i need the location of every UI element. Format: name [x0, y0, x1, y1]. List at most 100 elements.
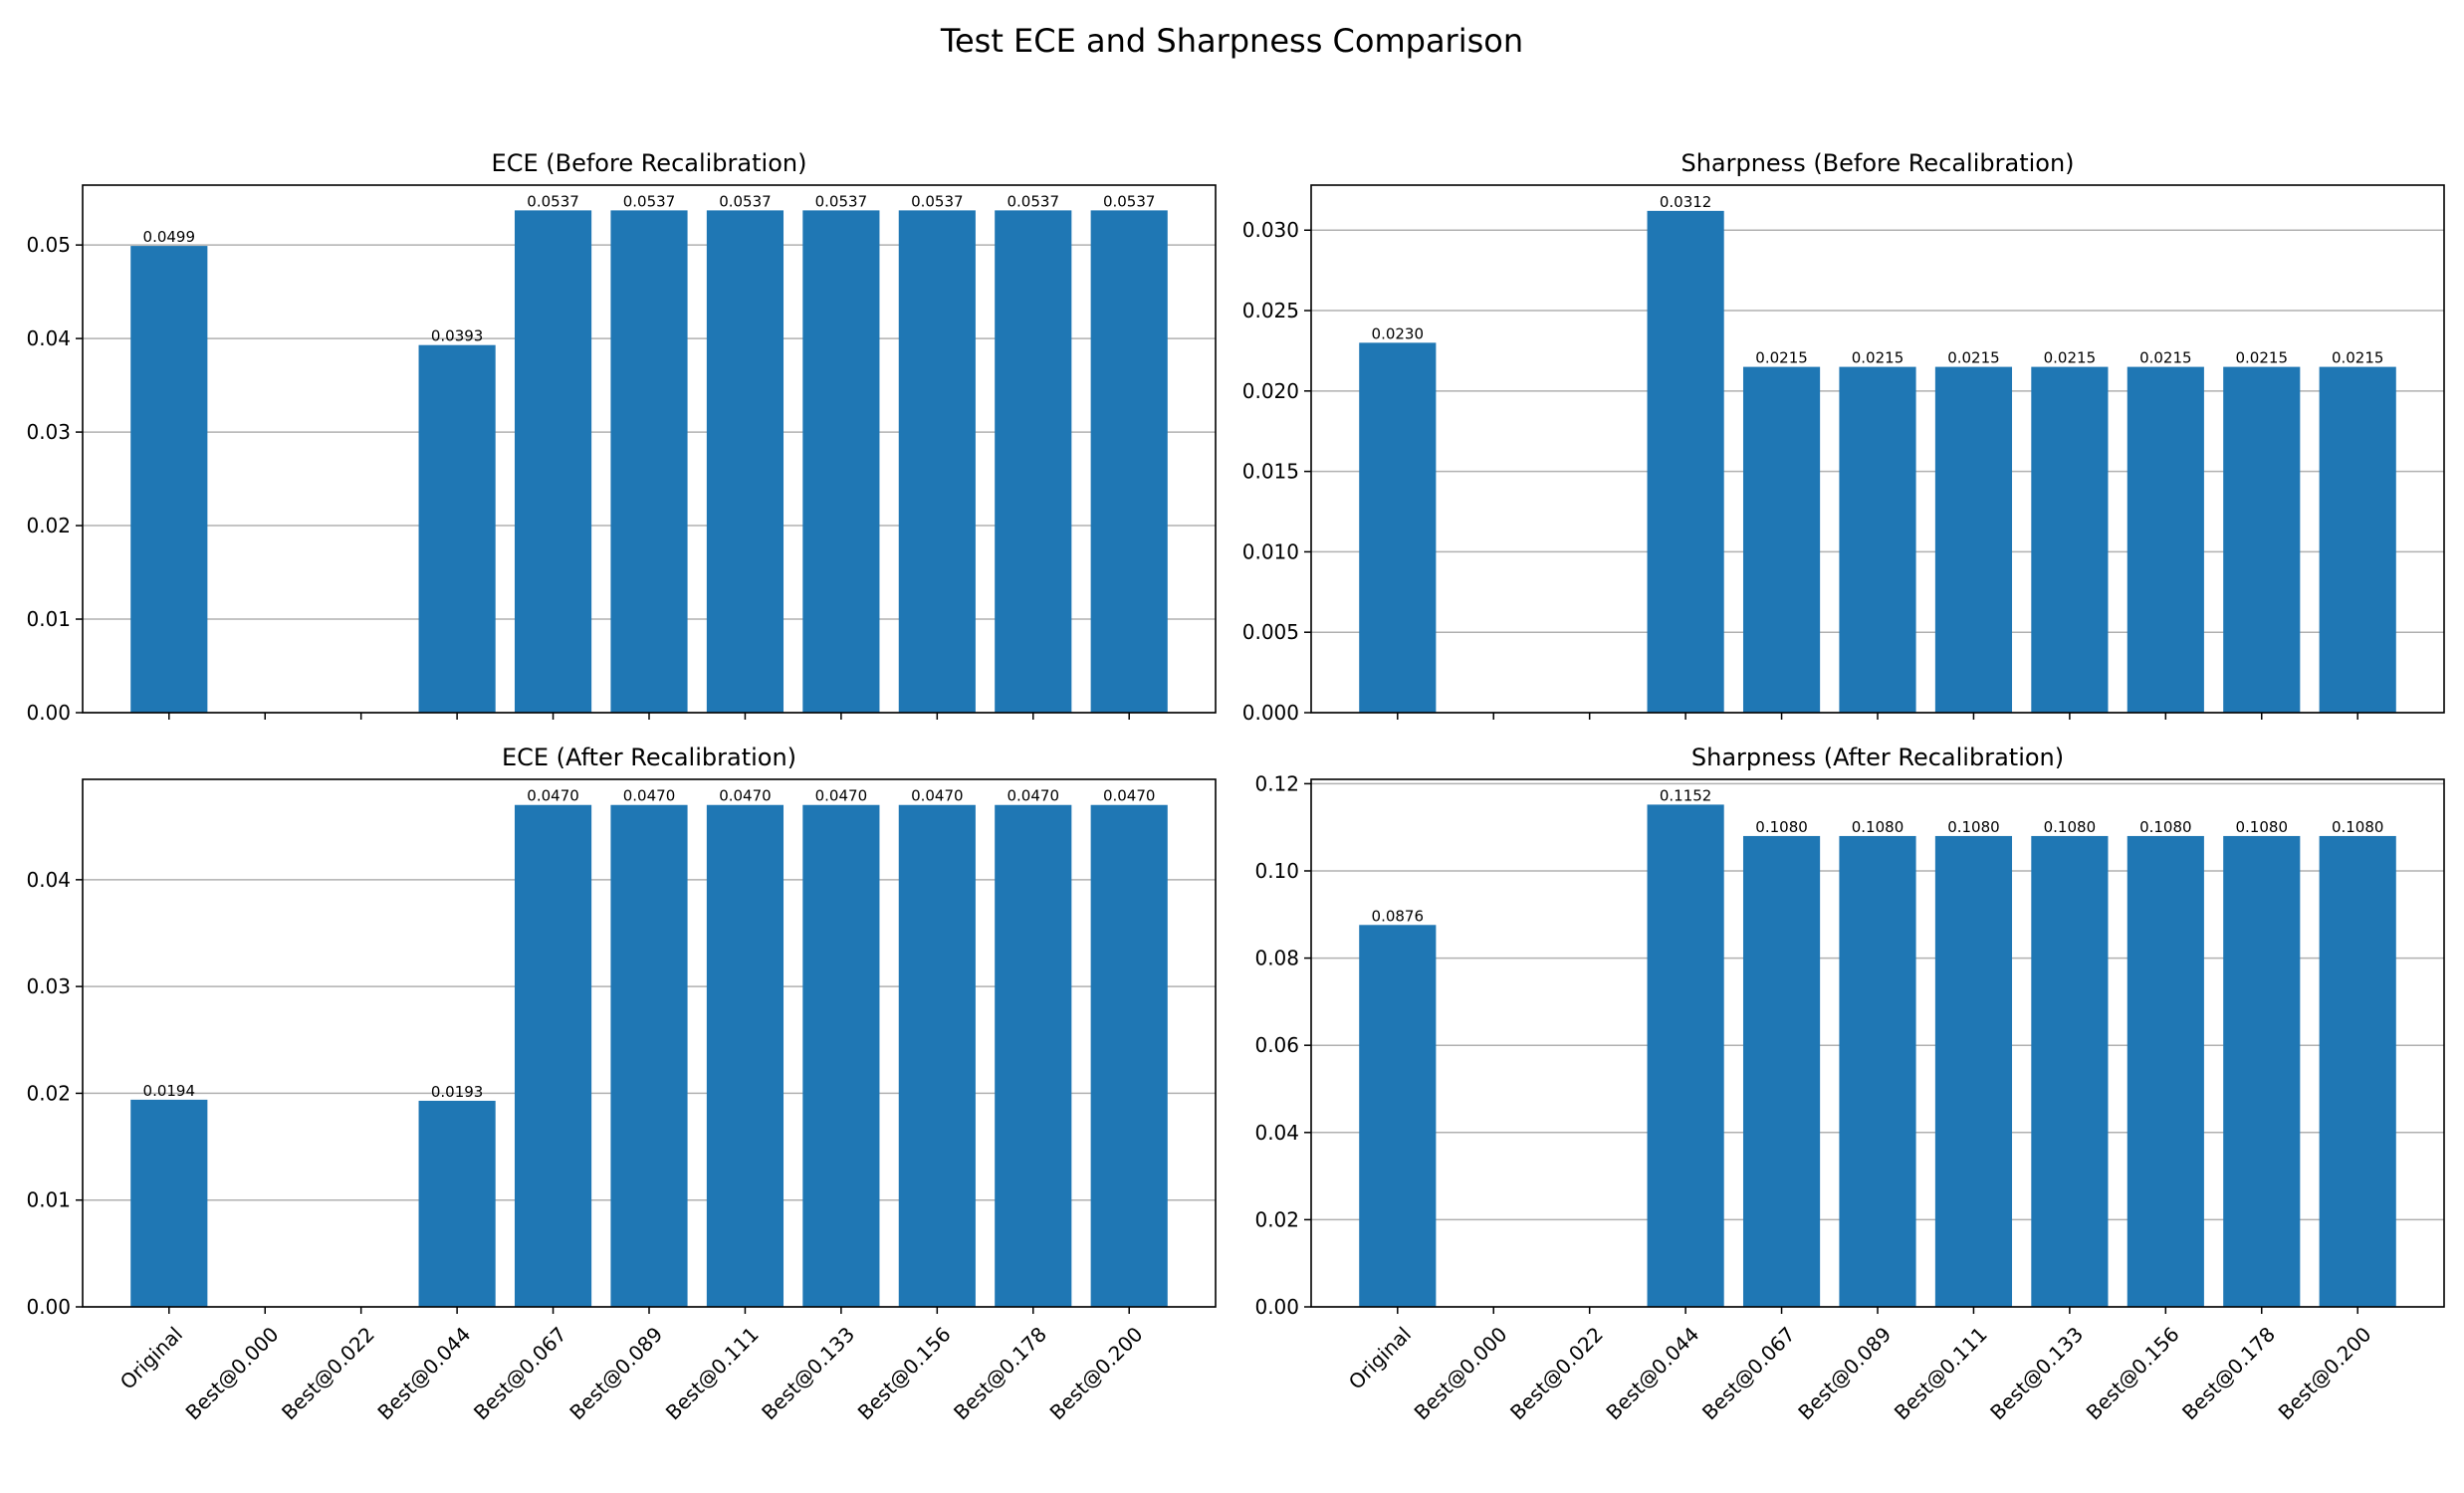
- bar-value-label: 0.0215: [2236, 349, 2289, 367]
- chart-panel-4: 0.00 0.02 0.04 0.06 0.08 0.10 0.12 0.0876 Origin…: [1254, 744, 2445, 1424]
- bar: [2223, 835, 2301, 1307]
- x-tick-label: Best@0.200: [2274, 1322, 2376, 1424]
- y-tick-label: 0.03: [26, 420, 71, 444]
- bar-value-label: 0.0193: [431, 1083, 484, 1101]
- bar-value-label: 0.0215: [1755, 349, 1808, 367]
- axes-frame: [1310, 184, 2445, 714]
- bar: [418, 344, 496, 713]
- bar: [610, 804, 688, 1307]
- bar: [2031, 835, 2109, 1307]
- bar: [514, 804, 592, 1307]
- y-tick-label: 0.00: [26, 1295, 71, 1319]
- x-tick-label: Best@0.156: [853, 1322, 956, 1424]
- y-tick-label: 0.025: [1242, 299, 1299, 322]
- x-tick-label: Best@0.044: [1601, 1322, 1703, 1424]
- x-tick-label: Best@0.044: [372, 1322, 475, 1424]
- bar: [2031, 366, 2109, 713]
- bar: [514, 210, 592, 713]
- bar-value-label: 0.0215: [2044, 349, 2097, 367]
- y-tick-label: 0.06: [1254, 1033, 1299, 1057]
- bar-value-label: 0.0537: [815, 192, 868, 210]
- chart-panel-3: 0.000.010.020.030.040.0194OriginalBest@0…: [26, 744, 1217, 1424]
- x-tick-label: Best@0.089: [1793, 1322, 1896, 1424]
- bar: [995, 804, 1072, 1307]
- y-tick-label: 0.10: [1254, 859, 1299, 883]
- bar-value-label: 0.0537: [527, 192, 579, 210]
- axes-frame: [82, 184, 1217, 714]
- x-tick-label: Best@0.067: [1697, 1322, 1800, 1424]
- bar-value-label: 0.0470: [1008, 787, 1060, 805]
- subplot-title: ECE (Before Recalibration): [492, 149, 807, 177]
- bar: [2127, 366, 2204, 713]
- x-tick-label: Best@0.178: [949, 1322, 1051, 1424]
- bar-value-label: 0.0393: [431, 327, 484, 345]
- bar-value-label: 0.1080: [2332, 818, 2384, 836]
- bar-value-label: 0.0537: [719, 192, 772, 210]
- y-tick-label: 0.015: [1242, 460, 1299, 484]
- chart-panel-1: 0.00 0.01 0.02 0.03 0.04 0.05 0.0499 0.0393 0.05…: [26, 149, 1217, 725]
- figure-title: Test ECE and Sharpness Comparison: [940, 22, 1524, 60]
- x-tick-label: Best@0.133: [1985, 1322, 2088, 1424]
- y-tick-label: 0.005: [1242, 620, 1299, 644]
- x-tick-label: Best@0.000: [1410, 1322, 1512, 1424]
- bar: [1359, 925, 1437, 1307]
- y-tick-label: 0.00: [1254, 1295, 1299, 1319]
- y-tick-label: 0.04: [1254, 1121, 1299, 1145]
- y-tick-label: 0.01: [26, 1188, 71, 1212]
- x-tick-label: Best@0.111: [661, 1322, 764, 1424]
- bar: [2319, 366, 2396, 713]
- x-tick-label: Original: [1344, 1322, 1416, 1393]
- bar: [1647, 804, 1724, 1307]
- bar: [1090, 804, 1168, 1307]
- bar: [706, 210, 784, 713]
- x-tick-label: Best@0.156: [2082, 1322, 2184, 1424]
- x-tick-label: Best@0.022: [1505, 1322, 1608, 1424]
- bar-value-label: 0.0194: [143, 1082, 196, 1100]
- y-tick-label: 0.02: [1254, 1207, 1299, 1231]
- bar: [130, 1099, 208, 1307]
- bar-value-label: 0.1080: [2139, 818, 2192, 836]
- bar: [1647, 210, 1724, 714]
- x-tick-label: Best@0.000: [181, 1322, 284, 1424]
- y-tick-label: 0.04: [26, 326, 71, 350]
- bar-value-label: 0.0470: [911, 787, 964, 805]
- bar: [1839, 366, 1916, 713]
- y-tick-label: 0.02: [26, 514, 71, 537]
- x-tick-label: Best@0.133: [757, 1322, 859, 1424]
- bar: [802, 210, 880, 713]
- bar-value-label: 0.0470: [815, 787, 868, 805]
- bar: [2223, 366, 2301, 713]
- bar-value-label: 0.0215: [1947, 349, 2000, 367]
- bar-value-label: 0.0230: [1372, 324, 1425, 342]
- y-tick-label: 0.030: [1242, 218, 1299, 242]
- y-tick-label: 0.020: [1242, 379, 1299, 403]
- bar-value-label: 0.0537: [911, 192, 964, 210]
- bar: [898, 804, 976, 1307]
- subplot-title: ECE (After Recalibration): [502, 744, 796, 771]
- y-tick-label: 0.01: [26, 607, 71, 631]
- chart-panel-2: 0.000 0.005 0.010 0.015 0.020 0.025 0.030 0.023…: [1242, 149, 2445, 725]
- bar: [1839, 835, 1916, 1307]
- x-tick-label: Best@0.111: [1890, 1322, 1992, 1424]
- bar-value-label: 0.0215: [2332, 349, 2384, 367]
- bar-value-label: 0.1080: [1947, 818, 2000, 836]
- bar: [898, 210, 976, 713]
- x-tick-label: Best@0.089: [564, 1322, 667, 1424]
- bar: [130, 246, 208, 714]
- bar: [2319, 835, 2396, 1307]
- subplot-title: Sharpness (Before Recalibration): [1680, 149, 2074, 177]
- y-tick-label: 0.05: [26, 233, 71, 257]
- y-tick-label: 0.03: [26, 974, 71, 998]
- bar: [1742, 366, 1821, 713]
- axes-frame: [82, 778, 1217, 1308]
- bar: [418, 1100, 496, 1307]
- y-tick-label: 0.000: [1242, 701, 1299, 725]
- bar-value-label: 0.0312: [1660, 193, 1712, 211]
- bar-value-label: 0.0470: [527, 787, 579, 805]
- bar-value-label: 0.0470: [1103, 787, 1156, 805]
- x-tick-label: Original: [115, 1322, 187, 1393]
- bar: [610, 210, 688, 713]
- bar: [1359, 342, 1437, 713]
- x-tick-label: Best@0.022: [277, 1322, 379, 1424]
